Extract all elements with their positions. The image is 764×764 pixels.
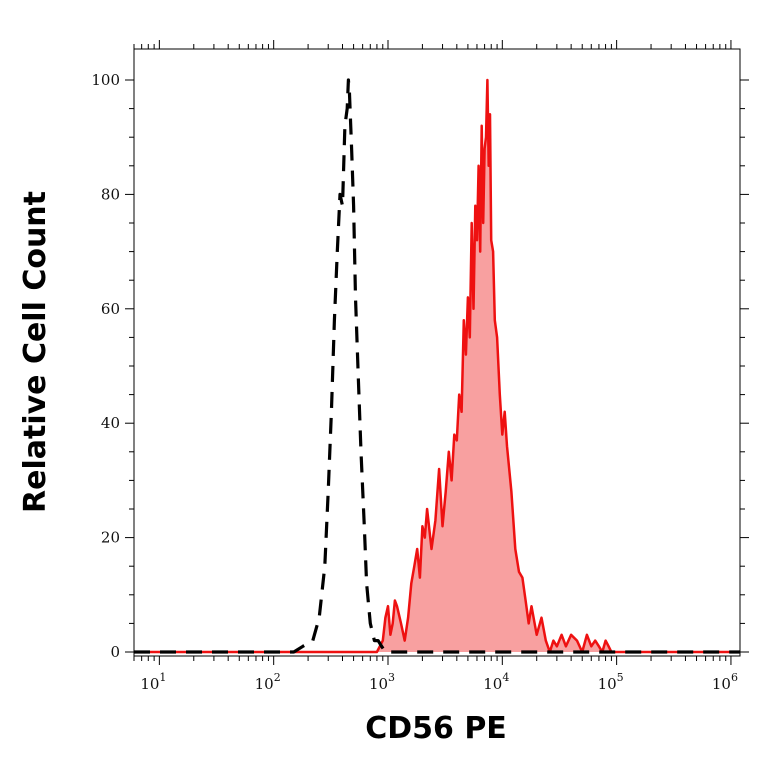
- y-tick-label: 0: [110, 643, 120, 661]
- x-tick-label: 105: [598, 671, 624, 693]
- y-tick-label: 20: [101, 529, 120, 547]
- series-line-red: [134, 78, 740, 654]
- y-tick-label: 60: [101, 300, 120, 318]
- series-line-dashed: [134, 78, 740, 654]
- y-axis-tick-labels: 0 20 40 60 80 100: [91, 71, 120, 661]
- series-fill-area: [134, 80, 740, 652]
- x-tick-label: 106: [712, 671, 738, 693]
- y-tick-label: 40: [101, 414, 120, 432]
- y-tick-label: 100: [91, 71, 120, 89]
- x-axis-ticks: [133, 40, 732, 665]
- x-tick-label: 101: [140, 671, 166, 693]
- x-axis-tick-labels: 101 102 103 104 105 106: [140, 671, 738, 693]
- plot-frame: [133, 48, 741, 657]
- x-tick-label: 104: [483, 671, 509, 693]
- x-axis-title: CD56 PE: [365, 711, 507, 746]
- series-layer: [134, 78, 740, 654]
- y-axis-ticks: [125, 79, 749, 653]
- x-tick-label: 103: [369, 671, 395, 693]
- y-tick-label: 80: [101, 185, 120, 203]
- y-axis-title: Relative Cell Count: [18, 191, 53, 513]
- x-tick-label: 102: [255, 671, 281, 693]
